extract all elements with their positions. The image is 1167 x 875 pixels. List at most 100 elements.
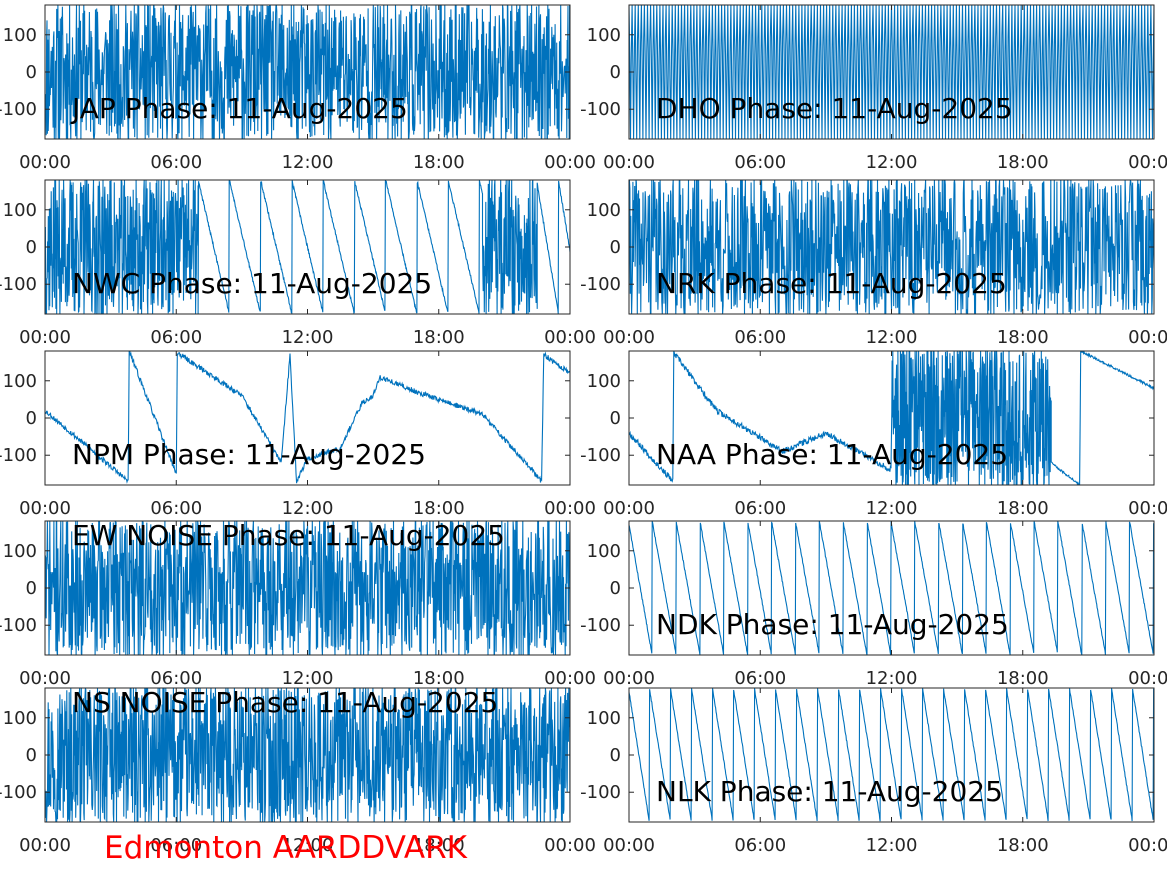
panel-title: NS NOISE Phase: 11-Aug-2025 bbox=[72, 686, 498, 719]
x-tick-label: 00:00 bbox=[544, 152, 596, 173]
x-tick-label: 06:00 bbox=[734, 498, 786, 519]
y-tick-label: 0 bbox=[610, 62, 621, 83]
x-tick-label: 06:00 bbox=[734, 668, 786, 689]
series-line bbox=[45, 180, 570, 314]
series-line bbox=[45, 521, 570, 655]
x-tick-label: 00:00 bbox=[544, 835, 596, 856]
x-tick-label: 18:00 bbox=[413, 152, 465, 173]
y-tick-label: 100 bbox=[587, 25, 621, 46]
y-tick-label: -100 bbox=[0, 615, 37, 636]
panel-3: 100 0 -100 00:00 06:00 12:00 18:00 00:00 NWC Pha… bbox=[0, 179, 596, 348]
panel-2: 100 0 -100 00:00 06:00 12:00 18:00 00:00 DHO Pha… bbox=[580, 4, 1167, 173]
x-tick-label: 12:00 bbox=[866, 835, 918, 856]
y-tick-label: 0 bbox=[26, 745, 37, 766]
panel-7: 100 0 -100 00:00 06:00 12:00 18:00 00:00 EW NOIS… bbox=[0, 519, 596, 689]
x-tick-label: 06:00 bbox=[150, 835, 202, 856]
panel-title: JAP Phase: 11-Aug-2025 bbox=[70, 92, 408, 125]
x-tick-label: 00:00 bbox=[1128, 835, 1167, 856]
y-tick-label: 100 bbox=[3, 200, 37, 221]
x-tick-label: 00:00 bbox=[19, 835, 71, 856]
x-tick-label: 00:00 bbox=[19, 152, 71, 173]
x-tick-label: 18:00 bbox=[413, 668, 465, 689]
y-tick-label: -100 bbox=[580, 615, 621, 636]
panel-title: NPM Phase: 11-Aug-2025 bbox=[72, 438, 426, 471]
series-line bbox=[629, 5, 1154, 139]
x-tick-label: 00:00 bbox=[1128, 498, 1167, 519]
panel-title: NLK Phase: 11-Aug-2025 bbox=[656, 775, 1003, 808]
x-tick-label: 06:00 bbox=[150, 327, 202, 348]
panel-10: 100 0 -100 00:00 06:00 12:00 18:00 00:00 NLK Pha… bbox=[580, 687, 1167, 856]
x-tick-label: 18:00 bbox=[997, 668, 1049, 689]
x-tick-label: 06:00 bbox=[734, 835, 786, 856]
series-line bbox=[45, 688, 570, 822]
y-tick-label: 0 bbox=[26, 62, 37, 83]
series-line bbox=[45, 351, 570, 484]
x-tick-label: 06:00 bbox=[150, 668, 202, 689]
panel-9: 100 0 -100 00:00 06:00 12:00 18:00 00:00 NS NOIS… bbox=[0, 686, 596, 856]
x-tick-label: 00:00 bbox=[1128, 668, 1167, 689]
y-tick-label: 0 bbox=[610, 745, 621, 766]
panel-1: 100 0 -100 00:00 06:00 12:00 18:00 00:00 JAP Pha… bbox=[0, 4, 596, 173]
y-tick-label: 100 bbox=[587, 541, 621, 562]
y-tick-label: 100 bbox=[587, 371, 621, 392]
x-tick-label: 12:00 bbox=[282, 327, 334, 348]
y-tick-label: -100 bbox=[580, 782, 621, 803]
x-tick-label: 12:00 bbox=[866, 498, 918, 519]
x-tick-label: 00:00 bbox=[603, 152, 655, 173]
y-tick-label: 100 bbox=[3, 541, 37, 562]
x-tick-label: 18:00 bbox=[997, 835, 1049, 856]
panel-title: DHO Phase: 11-Aug-2025 bbox=[656, 92, 1013, 125]
x-tick-label: 06:00 bbox=[150, 152, 202, 173]
x-tick-label: 00:00 bbox=[603, 327, 655, 348]
x-tick-label: 00:00 bbox=[603, 498, 655, 519]
y-tick-label: 100 bbox=[3, 708, 37, 729]
x-tick-label: 18:00 bbox=[413, 498, 465, 519]
series-line bbox=[629, 351, 1154, 485]
x-tick-label: 00:00 bbox=[544, 498, 596, 519]
x-tick-label: 00:00 bbox=[19, 668, 71, 689]
y-tick-label: 0 bbox=[26, 578, 37, 599]
footer-label: Edmonton AARDDVARK bbox=[104, 830, 468, 866]
x-tick-label: 00:00 bbox=[19, 498, 71, 519]
y-tick-label: -100 bbox=[580, 445, 621, 466]
x-tick-label: 06:00 bbox=[150, 498, 202, 519]
y-tick-label: 100 bbox=[3, 371, 37, 392]
y-tick-label: 0 bbox=[610, 578, 621, 599]
y-tick-label: 100 bbox=[587, 200, 621, 221]
y-tick-label: 0 bbox=[26, 408, 37, 429]
x-tick-label: 18:00 bbox=[413, 835, 465, 856]
y-tick-label: -100 bbox=[0, 445, 37, 466]
x-tick-label: 00:00 bbox=[544, 668, 596, 689]
panel-title: NRK Phase: 11-Aug-2025 bbox=[656, 267, 1007, 300]
y-tick-label: 0 bbox=[26, 237, 37, 258]
panel-title: NAA Phase: 11-Aug-2025 bbox=[656, 438, 1008, 471]
x-tick-label: 18:00 bbox=[997, 327, 1049, 348]
x-tick-label: 00:00 bbox=[603, 835, 655, 856]
panel-title: NWC Phase: 11-Aug-2025 bbox=[72, 267, 432, 300]
x-tick-label: 12:00 bbox=[866, 327, 918, 348]
x-tick-label: 18:00 bbox=[997, 498, 1049, 519]
panel-4: 100 0 -100 00:00 06:00 12:00 18:00 00:00 NRK Pha… bbox=[580, 179, 1167, 348]
series-line bbox=[629, 688, 1154, 822]
x-tick-label: 12:00 bbox=[866, 152, 918, 173]
y-tick-label: -100 bbox=[580, 99, 621, 120]
x-tick-label: 12:00 bbox=[866, 668, 918, 689]
panel-6: 100 0 -100 00:00 06:00 12:00 18:00 00:00 NAA Pha… bbox=[580, 350, 1167, 519]
y-tick-label: 100 bbox=[587, 708, 621, 729]
y-tick-label: -100 bbox=[0, 782, 37, 803]
x-tick-label: 18:00 bbox=[997, 152, 1049, 173]
x-tick-label: 12:00 bbox=[282, 152, 334, 173]
y-tick-label: -100 bbox=[580, 274, 621, 295]
panel-5: 100 0 -100 00:00 06:00 12:00 18:00 00:00 NPM Pha… bbox=[0, 350, 596, 519]
x-tick-label: 18:00 bbox=[413, 327, 465, 348]
x-tick-label: 12:00 bbox=[282, 668, 334, 689]
y-tick-label: 0 bbox=[610, 408, 621, 429]
x-tick-label: 12:00 bbox=[282, 498, 334, 519]
x-tick-label: 00:00 bbox=[19, 327, 71, 348]
series-line bbox=[45, 5, 570, 139]
y-tick-label: 0 bbox=[610, 237, 621, 258]
panel-title: NDK Phase: 11-Aug-2025 bbox=[656, 608, 1009, 641]
y-tick-label: -100 bbox=[0, 274, 37, 295]
y-tick-label: 100 bbox=[3, 25, 37, 46]
